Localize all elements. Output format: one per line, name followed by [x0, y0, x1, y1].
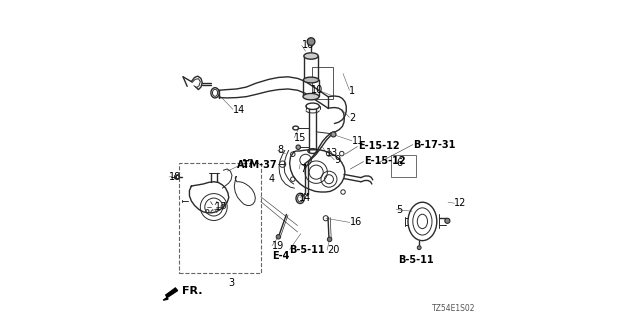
- Text: 15: 15: [294, 132, 307, 143]
- Text: 10: 10: [310, 84, 323, 95]
- Text: 14: 14: [300, 193, 312, 204]
- Text: 17: 17: [243, 159, 255, 169]
- Text: 17: 17: [215, 202, 228, 212]
- Text: 20: 20: [327, 245, 339, 255]
- Text: ATM-37: ATM-37: [237, 160, 278, 170]
- Polygon shape: [163, 288, 178, 300]
- Text: TZ54E1S02: TZ54E1S02: [432, 304, 475, 313]
- Circle shape: [307, 38, 315, 45]
- Text: B-5-11: B-5-11: [398, 255, 434, 265]
- Text: 12: 12: [454, 198, 467, 208]
- Circle shape: [296, 145, 301, 149]
- Bar: [391, 155, 416, 177]
- Text: B-5-11: B-5-11: [290, 244, 325, 255]
- Text: 4: 4: [269, 174, 275, 184]
- Bar: [312, 67, 333, 99]
- Circle shape: [328, 237, 332, 242]
- Text: 11: 11: [352, 136, 364, 146]
- Text: 5: 5: [396, 204, 403, 215]
- Text: 6: 6: [397, 158, 403, 168]
- Text: 3: 3: [228, 278, 234, 288]
- Text: 14: 14: [233, 105, 245, 116]
- Text: 2: 2: [349, 113, 356, 124]
- Text: E-15-12: E-15-12: [358, 140, 400, 151]
- Text: FR.: FR.: [182, 286, 202, 296]
- Ellipse shape: [303, 77, 319, 83]
- Text: B-17-31: B-17-31: [413, 140, 456, 150]
- Text: E-15-12: E-15-12: [364, 156, 406, 166]
- Bar: [179, 163, 261, 273]
- Text: 16: 16: [302, 40, 314, 51]
- Text: 9: 9: [334, 155, 340, 165]
- Text: 19: 19: [272, 241, 284, 251]
- Text: 18: 18: [169, 172, 181, 182]
- Text: 7: 7: [300, 164, 306, 174]
- Circle shape: [417, 246, 421, 250]
- Text: 8: 8: [278, 145, 284, 156]
- Text: 16: 16: [349, 217, 362, 228]
- Text: E-4: E-4: [272, 251, 289, 261]
- Ellipse shape: [303, 93, 319, 100]
- Circle shape: [331, 132, 336, 137]
- Text: 1: 1: [349, 86, 356, 96]
- Ellipse shape: [304, 53, 318, 59]
- Circle shape: [276, 235, 280, 239]
- Circle shape: [445, 218, 450, 223]
- Text: 13: 13: [326, 148, 339, 158]
